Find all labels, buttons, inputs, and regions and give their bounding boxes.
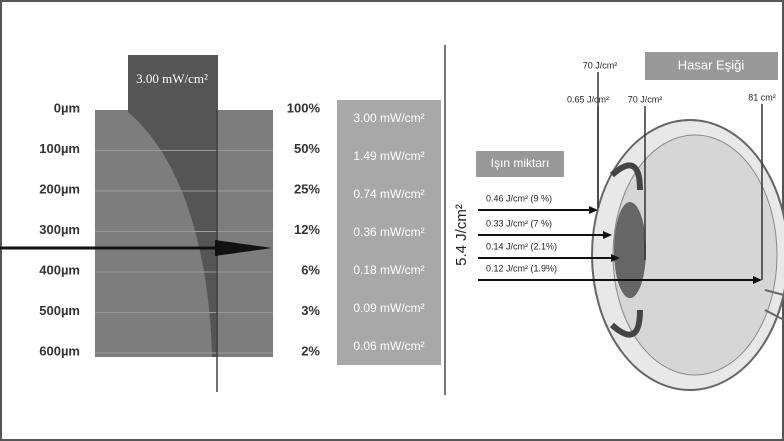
- percent-label: 2%: [301, 343, 320, 358]
- depth-label: 600µm: [39, 343, 80, 358]
- threshold-label: Hasar Eşiği: [678, 57, 745, 72]
- arrow-label: 0.12 J/cm² (1.9%): [486, 263, 557, 273]
- threshold-value: 81 cm²: [748, 92, 776, 102]
- percent-label: 12%: [294, 222, 320, 237]
- threshold-value: 0.65 J/cm²: [567, 94, 609, 104]
- irradiance-label: 1.49 mW/cm²: [353, 149, 424, 163]
- depth-label: 0µm: [54, 100, 80, 115]
- dose-label: Işın miktarı: [491, 156, 550, 170]
- depth-label: 500µm: [39, 303, 80, 318]
- lens: [614, 202, 646, 298]
- beam-label: 3.00 mW/cm²: [136, 71, 208, 86]
- threshold-value: 70 J/cm²: [628, 94, 663, 104]
- percent-label: 50%: [294, 141, 320, 156]
- irradiance-label: 0.18 mW/cm²: [353, 263, 424, 277]
- irradiance-label: 0.06 mW/cm²: [353, 339, 424, 353]
- irradiance-label: 0.09 mW/cm²: [353, 301, 424, 315]
- percent-label: 100%: [287, 100, 321, 115]
- depth-label: 100µm: [39, 141, 80, 156]
- threshold-value: 70 J/cm²: [583, 60, 618, 70]
- total-dose: 5.4 J/cm²: [453, 204, 470, 266]
- percent-label: 3%: [301, 303, 320, 318]
- depth-label: 300µm: [39, 222, 80, 237]
- depth-label: 200µm: [39, 181, 80, 196]
- arrow-label: 0.33 J/cm² (7 %): [486, 218, 552, 228]
- irradiance-label: 3.00 mW/cm²: [353, 111, 424, 125]
- irradiance-label: 0.36 mW/cm²: [353, 225, 424, 239]
- arrow-label: 0.46 J/cm² (9 %): [486, 193, 552, 203]
- percent-label: 25%: [294, 181, 320, 196]
- depth-label: 400µm: [39, 262, 80, 277]
- figure: 3.00 mW/cm² 0µm 100µm 200µm 300µm 400µm 500µm…: [0, 0, 784, 441]
- percent-label: 6%: [301, 262, 320, 277]
- arrow-label: 0.14 J/cm² (2.1%): [486, 241, 557, 251]
- irradiance-label: 0.74 mW/cm²: [353, 187, 424, 201]
